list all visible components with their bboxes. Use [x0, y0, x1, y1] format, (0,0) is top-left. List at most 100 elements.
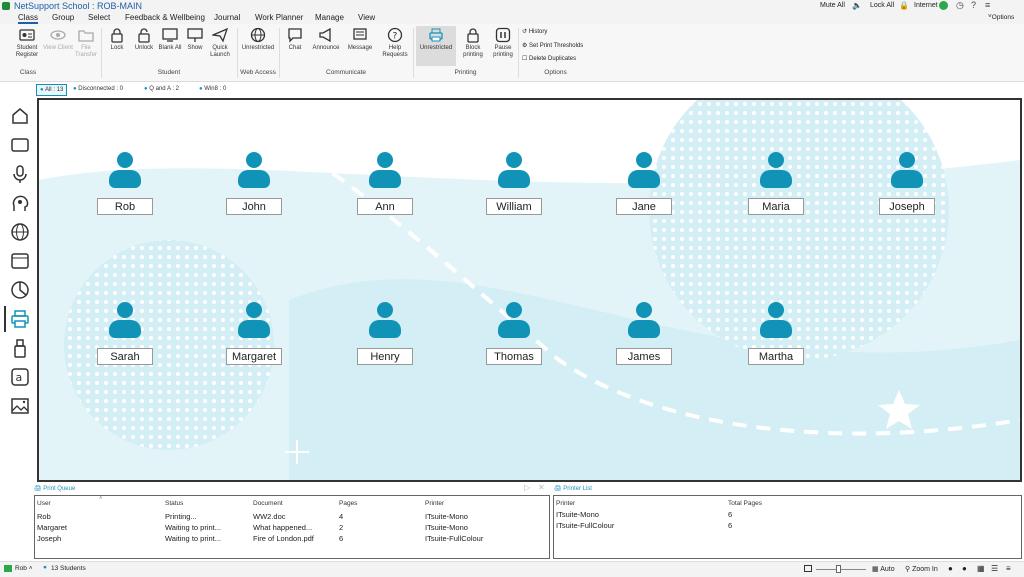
quick-launch-button[interactable]: Quick Launch	[205, 26, 235, 59]
details-view-icon[interactable]: ≡	[1006, 564, 1011, 573]
student-icon[interactable]: Martha	[748, 302, 808, 365]
options-menu[interactable]: ˅ Options	[988, 13, 1015, 21]
history-label: History	[528, 29, 548, 35]
col-header-status[interactable]: Status	[165, 500, 184, 507]
print-unrestricted-button[interactable]: Unrestricted	[416, 26, 456, 66]
current-user[interactable]: Rob ˄	[15, 565, 33, 572]
menu-group[interactable]: Group	[52, 13, 75, 22]
list-view-icon[interactable]: ☰	[991, 564, 999, 573]
unlock-button[interactable]: Unlock	[129, 26, 159, 52]
tab-win8[interactable]: ● Win8 : 0	[196, 84, 229, 96]
menu-select[interactable]: Select	[88, 13, 111, 22]
screen-icon[interactable]	[10, 135, 30, 155]
delete-duplicates-label: Delete Duplicates	[529, 56, 577, 62]
lock-icon[interactable]: 🔒	[899, 1, 909, 10]
zoom-in-button[interactable]: ⚲ Zoom In	[905, 566, 938, 573]
mute-all-button[interactable]: Mute All	[820, 2, 845, 9]
col-header-user[interactable]: User	[37, 500, 51, 507]
history-button[interactable]: ↺ History	[522, 29, 548, 35]
col-header-document[interactable]: Document	[253, 500, 283, 507]
col-header-total-pages[interactable]: Total Pages	[728, 500, 762, 507]
pause-printing-button[interactable]: Pause printing	[488, 26, 518, 59]
student-icon[interactable]: Margaret	[226, 302, 286, 365]
show-button[interactable]: Show	[180, 26, 210, 52]
announce-button[interactable]: Announce	[310, 26, 342, 52]
title-bar: NetSupport School : ROB-MAIN Mute All 🔈 …	[0, 0, 1024, 12]
speaker-icon[interactable]: 🔈	[852, 1, 862, 10]
web-unrestricted-button[interactable]: Unrestricted	[241, 26, 275, 52]
student-icon[interactable]: Jane	[616, 152, 676, 215]
zoom-slider[interactable]	[816, 569, 866, 570]
menu-work-planner[interactable]: Work Planner	[255, 13, 304, 22]
internet-button[interactable]: Internet	[914, 2, 938, 9]
menu-journal[interactable]: Journal	[214, 13, 241, 22]
web-unrestricted-label: Unrestricted	[241, 45, 275, 51]
tab-all[interactable]: ● All : 13	[36, 84, 68, 96]
padlock-icon	[111, 28, 123, 43]
file-transfer-button[interactable]: File Transfer	[71, 26, 101, 59]
lock-button[interactable]: Lock	[102, 26, 132, 52]
globe-icon[interactable]	[10, 222, 30, 242]
zoom-in-label: Zoom In	[912, 566, 938, 573]
student-icon[interactable]: Ann	[357, 152, 417, 215]
play-icon[interactable]: ▷	[524, 483, 531, 492]
block-printing-button[interactable]: Block printing	[458, 26, 488, 59]
image-icon[interactable]	[10, 396, 30, 416]
screen-icon[interactable]	[804, 565, 812, 572]
student-name: Maria	[748, 198, 804, 215]
set-print-thresholds-button[interactable]: ⚙ Set Print Thresholds	[522, 43, 584, 49]
menu-feedback-wellbeing[interactable]: Feedback & Wellbeing	[125, 13, 205, 22]
student-icon[interactable]: Rob	[97, 152, 157, 215]
close-icon[interactable]: ✕	[538, 483, 545, 492]
student-icon[interactable]: Henry	[357, 302, 417, 365]
group-icon[interactable]: ●	[962, 564, 967, 573]
announce-label: Announce	[312, 45, 340, 51]
student-icon[interactable]: Joseph	[879, 152, 939, 215]
help-icon[interactable]: ?	[971, 0, 977, 10]
microphone-icon[interactable]	[10, 164, 30, 184]
divider	[279, 28, 280, 78]
tab-disconnected[interactable]: ● Disconnected : 0	[70, 84, 126, 96]
help-requests-button[interactable]: ? Help Requests	[378, 26, 412, 59]
chat-button[interactable]: Chat	[280, 26, 310, 52]
blank-all-button[interactable]: Blank All	[155, 26, 185, 52]
pie-chart-icon[interactable]	[10, 280, 30, 300]
usb-device-icon[interactable]	[10, 338, 30, 358]
menu-class[interactable]: Class	[18, 13, 39, 24]
set-print-thresholds-label: Set Print Thresholds	[529, 43, 584, 49]
menu-manage[interactable]: Manage	[315, 13, 344, 22]
lock-all-button[interactable]: Lock All	[870, 2, 895, 9]
head-gear-icon[interactable]	[10, 193, 30, 213]
printer-icon[interactable]	[10, 309, 30, 329]
view-client-button[interactable]: View Client	[43, 26, 73, 52]
student-icon[interactable]: Sarah	[97, 302, 157, 365]
print-queue-cell: Fire of London.pdf	[253, 534, 314, 543]
grid-view-icon[interactable]: ▦	[977, 564, 985, 573]
person-body-icon	[109, 320, 141, 338]
view-tabs: ● All : 13 ● Disconnected : 0 ● Q and A …	[36, 84, 1024, 97]
col-header-pages[interactable]: Pages	[339, 500, 358, 507]
student-icon[interactable]: Maria	[748, 152, 808, 215]
zoom-slider-thumb[interactable]	[836, 565, 841, 573]
col-header-printer[interactable]: Printer	[556, 500, 576, 507]
menu-view[interactable]: View	[358, 13, 376, 22]
application-window-icon[interactable]	[10, 251, 30, 271]
clock-icon[interactable]: ◷	[956, 0, 964, 10]
print-queue-cell: Printing...	[165, 512, 197, 521]
printer-list-cell: ITsuite-FullColour	[556, 521, 615, 530]
tab-q-and-a[interactable]: ● Q and A : 2	[141, 84, 182, 96]
student-name: William	[486, 198, 542, 215]
student-register-button[interactable]: Student Register	[12, 26, 42, 59]
student-icon[interactable]: John	[226, 152, 286, 215]
col-header-printer[interactable]: Printer	[425, 500, 445, 507]
message-button[interactable]: Message	[344, 26, 376, 52]
delete-duplicates-checkbox[interactable]: ☐ Delete Duplicates	[522, 56, 577, 62]
auto-zoom-button[interactable]: ▦ Auto	[872, 566, 895, 573]
student-icon[interactable]: William	[486, 152, 546, 215]
home-icon[interactable]	[10, 106, 30, 126]
student-icon[interactable]: James	[616, 302, 676, 365]
hamburger-menu-icon[interactable]: ≡	[985, 0, 991, 10]
student-icon[interactable]: Thomas	[486, 302, 546, 365]
person-icon[interactable]: ●	[948, 564, 953, 573]
amazon-icon[interactable]: a	[10, 367, 30, 387]
